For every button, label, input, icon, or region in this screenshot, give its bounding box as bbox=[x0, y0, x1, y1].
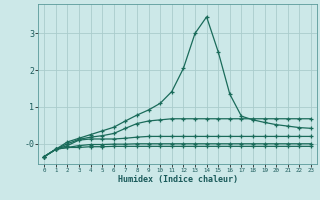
X-axis label: Humidex (Indice chaleur): Humidex (Indice chaleur) bbox=[118, 175, 238, 184]
